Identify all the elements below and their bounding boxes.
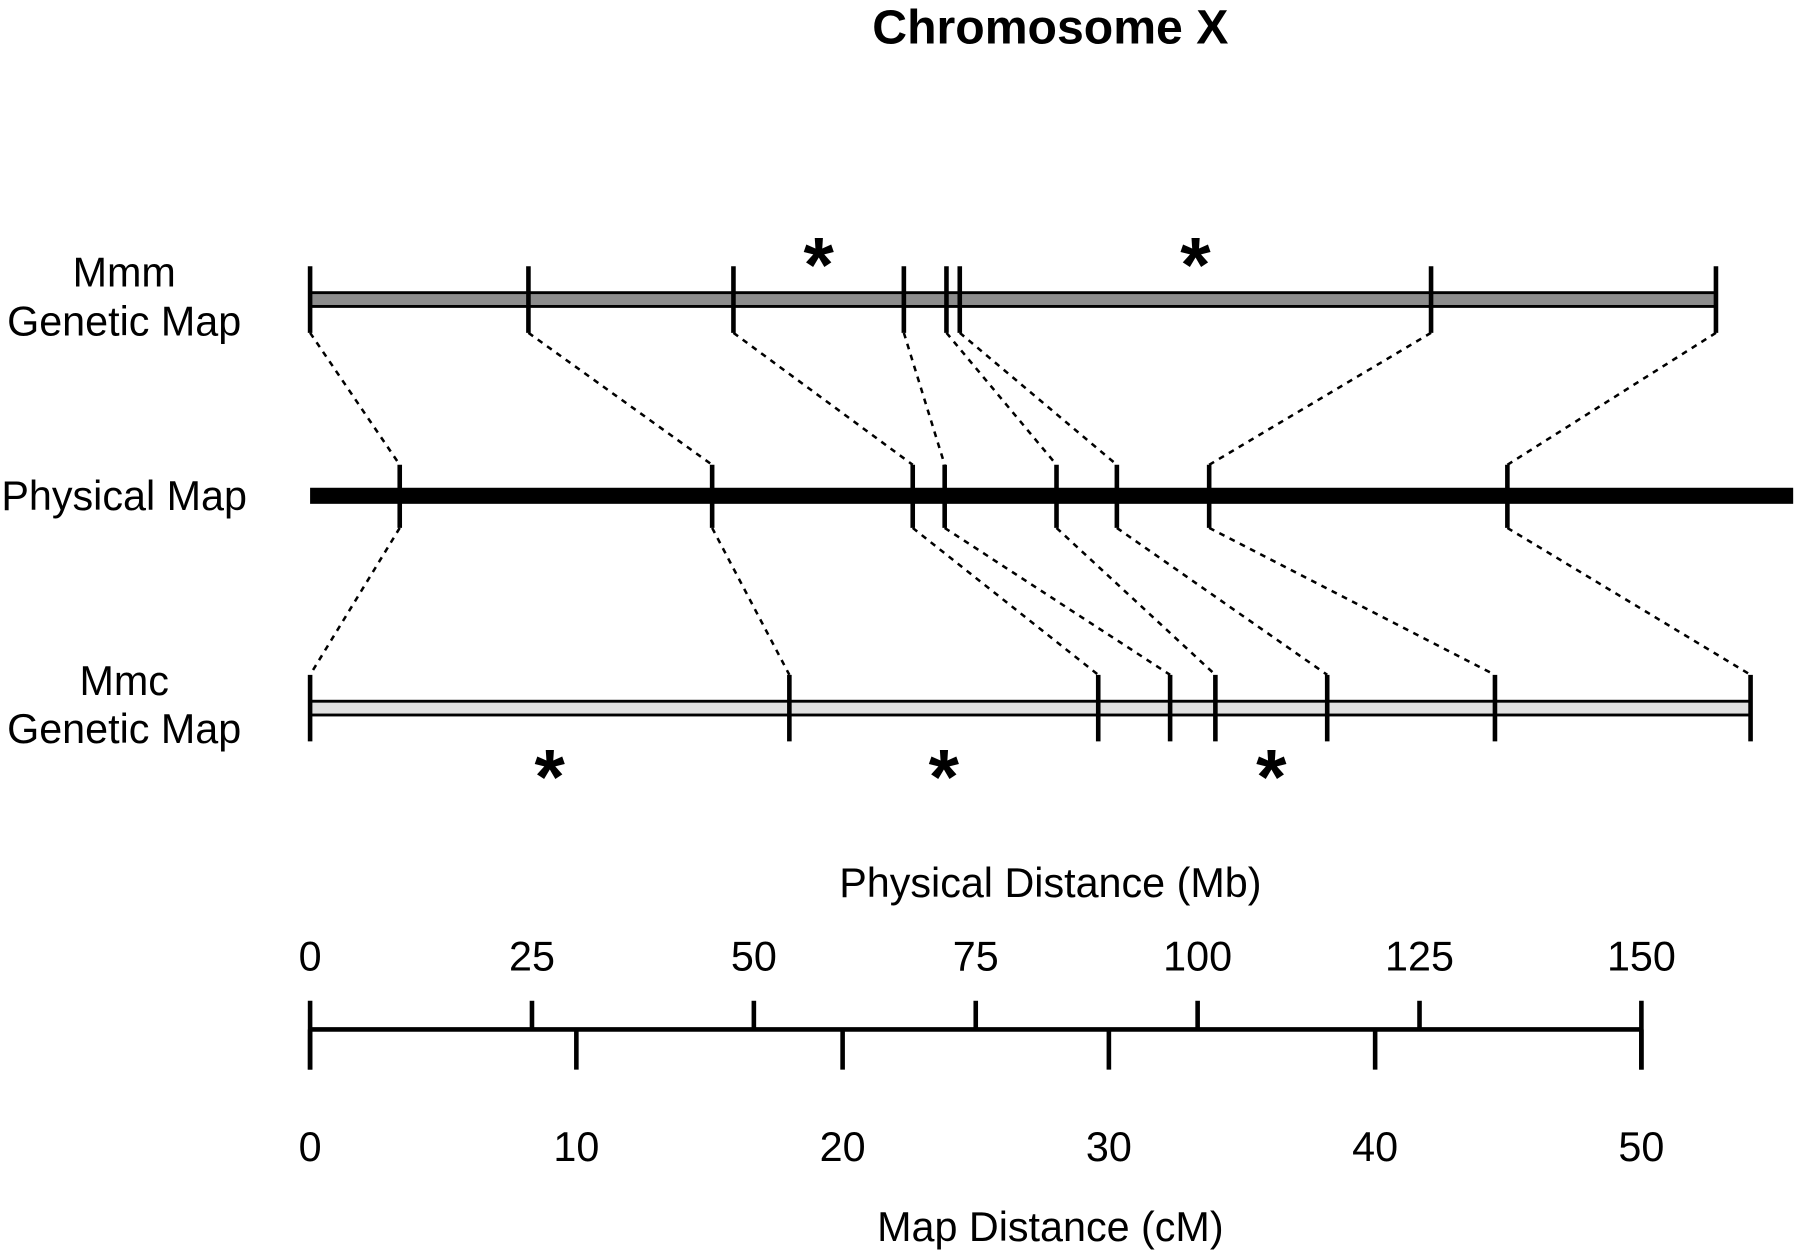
- chromosome-bar: [308, 291, 1718, 308]
- connector: [309, 332, 401, 466]
- x-tick-label: 40: [1352, 1124, 1398, 1170]
- x-tick-label: 150: [1607, 933, 1676, 979]
- connector: [1116, 526, 1328, 676]
- asterisk: *: [929, 732, 960, 820]
- x-tick-label: 100: [1163, 933, 1232, 979]
- chromosome-bar: [310, 487, 1794, 504]
- axis-label: Map Distance (cM): [877, 1204, 1224, 1250]
- axis-label: Physical Distance (Mb): [839, 860, 1261, 906]
- x-tick-label: 0: [299, 933, 322, 979]
- asterisk: *: [535, 732, 566, 820]
- connector: [958, 331, 1118, 466]
- connector: [1208, 526, 1496, 676]
- x-tick-label: 10: [553, 1124, 599, 1170]
- connector: [902, 332, 946, 466]
- connector: [309, 527, 401, 676]
- x-tick-label: 0: [299, 1124, 322, 1170]
- asterisk: *: [1180, 220, 1211, 308]
- connector: [945, 332, 1058, 466]
- track-label: Mmc: [79, 658, 168, 704]
- x-tick-label: 50: [1618, 1124, 1664, 1170]
- track-label: Mmm: [73, 249, 176, 295]
- connector: [1506, 526, 1752, 676]
- track-label: Genetic Map: [7, 706, 241, 752]
- connector: [732, 331, 914, 466]
- connector: [1055, 527, 1217, 676]
- connector: [1506, 331, 1717, 466]
- connector: [911, 526, 1100, 676]
- connector: [527, 331, 713, 466]
- x-tick-label: 25: [509, 933, 555, 979]
- chromosome-bar: [308, 699, 1752, 717]
- x-tick-label: 50: [731, 933, 777, 979]
- chart-title: Chromosome X: [872, 1, 1228, 55]
- asterisk: *: [1256, 732, 1287, 820]
- track-label: Genetic Map: [7, 299, 241, 345]
- x-tick-label: 20: [820, 1124, 866, 1170]
- x-tick-label: 125: [1385, 933, 1454, 979]
- track-label: Physical Map: [1, 473, 247, 519]
- x-tick-label: 75: [953, 933, 999, 979]
- connector: [1208, 331, 1432, 466]
- asterisk: *: [803, 220, 834, 308]
- connector: [711, 527, 791, 676]
- x-tick-label: 30: [1086, 1124, 1132, 1170]
